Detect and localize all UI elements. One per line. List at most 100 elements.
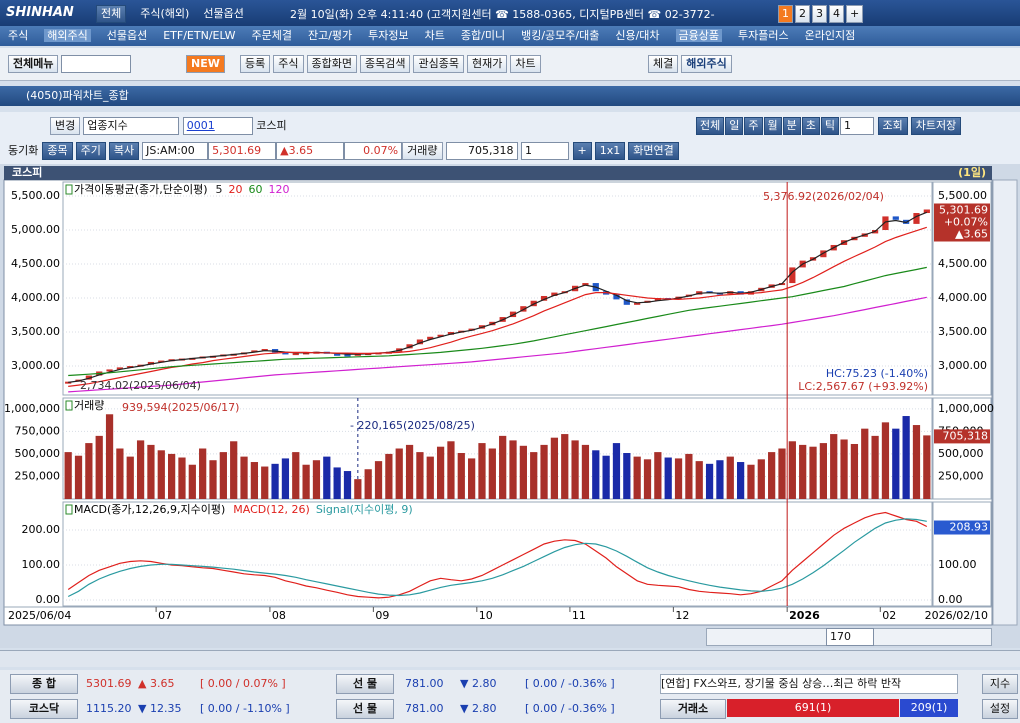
volume-bar — [881, 422, 890, 499]
screen-button[interactable]: 4 — [829, 5, 844, 23]
index-name: 코스피 — [256, 119, 287, 132]
menu-item[interactable]: 온라인지점 — [804, 29, 856, 42]
volume-bar — [219, 452, 227, 499]
menu-item[interactable]: 주문체결 — [251, 29, 292, 42]
period-count[interactable]: 1 — [840, 117, 874, 135]
toolbar-button[interactable]: 종합화면 — [306, 55, 357, 73]
exec-button[interactable]: 체결 — [648, 55, 679, 73]
price-tag-text: 208.93 — [950, 521, 989, 534]
price-tag-text: +0.07% — [944, 215, 988, 228]
screen-button[interactable]: 3 — [812, 5, 827, 23]
y-tick-label-right: 4,000.00 — [938, 291, 987, 304]
search-input[interactable] — [61, 55, 132, 73]
code-input[interactable]: 0001 — [182, 117, 253, 135]
menu-item[interactable]: 투자정보 — [368, 29, 409, 42]
volume-bar — [468, 458, 476, 499]
candle — [127, 366, 134, 369]
volume-bar — [478, 443, 486, 499]
candle — [634, 302, 641, 305]
annotation: 939,594(2025/06/17) — [122, 401, 239, 414]
period-button[interactable]: 분 — [782, 117, 801, 135]
period-button[interactable]: 주 — [744, 117, 763, 135]
volume-bar — [250, 462, 259, 499]
volume-bar — [861, 428, 869, 499]
menu-item[interactable]: 뱅킹/공모주/대출 — [521, 29, 600, 42]
menu-item[interactable]: 금융상품 — [675, 29, 723, 42]
menu-bar: 주식 해외주식 선물옵션 ETF/ETN/ELW 주문체결 잔고/평가 투자정보 차트 종합/미… — [0, 26, 1020, 46]
query-button[interactable]: 조회 — [877, 117, 908, 135]
period-button[interactable]: 전체 — [696, 117, 725, 135]
menu-item[interactable]: 잔고/평가 — [307, 29, 353, 42]
top-tab[interactable]: 주식(해외) — [140, 7, 190, 20]
link-button[interactable]: 화면연결 — [628, 142, 679, 160]
menu-item[interactable]: 신용/대차 — [615, 29, 660, 42]
sync-button[interactable]: 복사 — [108, 142, 140, 160]
count[interactable]: 1 — [521, 142, 569, 160]
news-ticker[interactable]: [연합] FX스와프, 장기물 중심 상승…최근 하락 반작 — [660, 674, 958, 694]
y-tick-label: 200.00 — [22, 523, 61, 536]
overseas-button[interactable]: 해외주식 — [681, 55, 732, 73]
menu-item[interactable]: 선물옵션 — [106, 29, 148, 42]
volume-bar — [343, 471, 352, 499]
menu-item[interactable]: 해외주식 — [44, 29, 91, 42]
menu-item[interactable]: ETF/ETN/ELW — [163, 29, 236, 42]
axis-area — [932, 397, 992, 500]
legend-title: 거래량 — [74, 399, 104, 412]
candle — [623, 299, 630, 305]
toolbar-button[interactable]: 종목검색 — [359, 55, 411, 73]
volume-bar — [571, 440, 579, 499]
period-button[interactable]: 틱 — [820, 117, 839, 135]
volume-bar — [147, 444, 155, 499]
toolbar-button[interactable]: 등록 — [240, 55, 271, 73]
index-button[interactable]: 지수 — [982, 674, 1018, 694]
volume-bar — [602, 455, 610, 499]
menu-item[interactable]: 주식 — [8, 29, 29, 42]
menu-item[interactable]: 차트 — [424, 29, 445, 42]
save-button[interactable]: 차트저장 — [910, 117, 962, 135]
layout-button[interactable]: 1x1 — [594, 142, 626, 160]
y-tick-label-right: 0.00 — [938, 593, 963, 606]
top-tab[interactable]: 전체 — [96, 5, 127, 23]
menu-item[interactable]: 투자플러스 — [738, 29, 789, 42]
market-select[interactable]: 업종지수 — [83, 117, 180, 135]
price-tag — [934, 203, 990, 242]
toolbar-button[interactable]: 차트 — [510, 55, 541, 73]
annotation: 5,376.92(2026/02/04) — [763, 190, 884, 203]
volume-bar — [364, 469, 372, 499]
annotation: 2,734.02(2025/06/04) — [80, 379, 201, 392]
screen-button[interactable]: + — [846, 5, 864, 23]
volume-bar — [923, 435, 931, 499]
status-label: 종 합 — [10, 674, 78, 694]
plus-button[interactable]: + — [572, 142, 592, 160]
top-tab[interactable]: 선물옵션 — [203, 7, 244, 20]
volume-bar — [416, 452, 424, 499]
zoom-count[interactable]: 170 — [826, 628, 874, 646]
menu-item[interactable]: 종합/미니 — [460, 29, 506, 42]
fut-label: 선 물 — [336, 674, 394, 694]
toolbar-button[interactable]: 주식 — [273, 55, 304, 73]
y-tick-label: 1,000,000 — [4, 402, 60, 415]
axis-area — [932, 501, 992, 607]
all-menu-button[interactable]: 전체메뉴 — [8, 55, 59, 73]
annotation: - 220,165(2025/08/25) — [350, 419, 475, 432]
settings-button[interactable]: 설정 — [982, 699, 1018, 719]
period-button[interactable]: 일 — [725, 117, 744, 135]
candle — [282, 352, 289, 355]
toolbar-button[interactable]: 현재가 — [466, 55, 508, 73]
change-button[interactable]: 변경 — [50, 117, 81, 135]
fut-change: ▼ 2.80 — [460, 677, 497, 690]
screen-button[interactable]: 2 — [795, 5, 810, 23]
y-tick-label-right: 100.00 — [938, 558, 977, 571]
volume-bar — [612, 443, 621, 499]
period-button[interactable]: 초 — [801, 117, 820, 135]
sync-button[interactable]: 주기 — [75, 142, 106, 160]
new-button[interactable]: NEW — [186, 55, 225, 73]
candle — [251, 350, 258, 353]
candle — [582, 283, 589, 286]
screen-button[interactable]: 1 — [778, 5, 793, 23]
toolbar-button[interactable]: 관심종목 — [413, 55, 464, 73]
volume-bar — [374, 461, 383, 499]
period-button[interactable]: 월 — [763, 117, 782, 135]
sync-button[interactable]: 종목 — [42, 142, 73, 160]
